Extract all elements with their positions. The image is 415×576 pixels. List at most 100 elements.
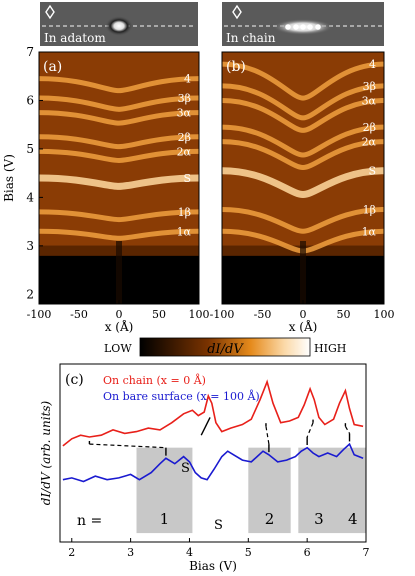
panel-a-band-3α — [38, 110, 200, 126]
panel-b-band-2α — [221, 139, 385, 170]
panel-c-box-labels: 1 2 3 4 — [160, 510, 358, 528]
connector-dash — [306, 422, 314, 438]
bare-spectrum-line — [62, 442, 364, 483]
panel-c-x-tick-label: 6 — [304, 546, 311, 559]
panel-b-x-tick-label: -50 — [254, 308, 272, 321]
panel-c-letter: (c) — [65, 372, 84, 388]
panel-b-x-tick-label: 100 — [374, 308, 395, 321]
panel-b-x-label: x (Å) — [289, 319, 318, 334]
chain-atom-2 — [293, 24, 299, 30]
level-box-label: 4 — [348, 510, 358, 528]
panel-c-x-tick-label: 7 — [363, 546, 370, 559]
chain-atom-5 — [315, 24, 321, 30]
level-box-1 — [136, 447, 193, 534]
panel-c-frame — [59, 363, 367, 543]
panel-a-band-3β — [38, 95, 200, 112]
panel-b-band-1β — [221, 207, 385, 234]
panel-a-y-tick-label: 2 — [26, 287, 34, 301]
panel-a-x-label: x (Å) — [105, 319, 134, 334]
panel-a-x-tick-label: 50 — [152, 308, 166, 321]
chain-atom-4 — [307, 24, 313, 30]
panel-a-band-4 — [38, 76, 200, 94]
inset-chain: In chain — [222, 2, 384, 46]
colorbar-high-label: HIGH — [314, 342, 346, 355]
diamond-marker-icon — [45, 4, 55, 20]
level-box-label: 3 — [314, 510, 324, 528]
panel-b-band-3α — [221, 97, 385, 133]
panel-c-x-tick-label: 4 — [186, 546, 193, 559]
panel-a-band-2β — [38, 134, 200, 150]
panel-a-peak-label: 1β — [178, 206, 191, 219]
panel-b-x-tick-label: -100 — [210, 308, 235, 321]
connector-dash — [89, 443, 166, 449]
panel-b-peak-label: 3β — [363, 80, 376, 93]
colorbar: LOW dI/dV HIGH — [104, 337, 346, 357]
chain-atoms — [285, 24, 321, 30]
n-label: n = — [77, 513, 102, 529]
panel-b-peak-label: 3α — [362, 94, 377, 107]
panel-c-x-ticks: 2 3 4 5 6 7 — [68, 538, 370, 559]
level-box-2 — [248, 447, 291, 534]
panel-b-peak-label: S — [368, 165, 376, 178]
diamond-marker-icon — [232, 4, 242, 20]
panel-c-x-tick-label: 5 — [245, 546, 252, 559]
panel-b-peak-label: 2α — [362, 136, 377, 149]
panel-b-band-S — [221, 167, 385, 199]
s-label-upper: S — [181, 461, 190, 476]
panel-c-level-boxes — [136, 447, 366, 534]
s-label-lower: S — [214, 518, 223, 533]
chain-atom-3 — [300, 24, 306, 30]
panel-b-peak-label: 1α — [362, 225, 377, 238]
chain-atom-1 — [285, 24, 291, 30]
panel-c-x-tick-label: 3 — [127, 546, 134, 559]
panel-a-peak-label: 2α — [177, 145, 192, 158]
inset-adatom-label: In adatom — [44, 31, 106, 45]
panel-b-x-tick-label: 0 — [300, 308, 307, 321]
panel-a-x-tick-label: -100 — [27, 308, 52, 321]
panel-a-y-ticks: 2 3 4 5 6 7 — [26, 45, 43, 301]
panel-c-y-label: dI/dV (arb. units) — [39, 400, 53, 505]
panel-a-peak-label: 4 — [184, 73, 191, 86]
panel-a-x-ticks: -100 -50 0 50 100 — [27, 300, 210, 321]
panel-c-y-label-text: dI/dV (arb. units) — [39, 400, 53, 505]
panel-a-peak-label: S — [183, 172, 191, 185]
legend-chain: On chain (x = 0 Å) — [103, 373, 206, 387]
panel-b-x-ticks: -100 -50 0 50 100 — [210, 300, 395, 321]
chain-spectrum-line — [62, 379, 364, 447]
panel-a-x-tick-label: 100 — [189, 308, 210, 321]
panel-a-peak-label: 3α — [177, 107, 192, 120]
level-box-label: 1 — [160, 510, 170, 528]
panel-a-y-tick-label: 7 — [26, 45, 34, 59]
level-box-4 — [339, 447, 366, 534]
colorbar-gradient — [139, 337, 311, 357]
panel-a-heatmap — [38, 52, 200, 304]
panel-a-peak-label: 3β — [178, 92, 191, 105]
panel-b-peak-label: 4 — [369, 58, 376, 71]
panel-c-x-tick-label: 2 — [68, 546, 75, 559]
connector-dash — [344, 425, 351, 434]
panel-a-peak-label: 2β — [178, 131, 191, 144]
colorbar-mid-label: dI/dV — [207, 342, 244, 357]
panel-c-connectors — [88, 417, 351, 456]
panel-b-centre-channel — [300, 241, 306, 304]
panel-c: 1 2 3 4 (c) On chain (x = 0 Å) On bare surf… — [39, 363, 370, 573]
panel-b-heatmap — [221, 52, 385, 304]
panel-a-letter: (a) — [43, 59, 62, 75]
panel-a-x-tick-label: 0 — [116, 308, 123, 321]
inset-adatom: In adatom — [40, 2, 198, 46]
panel-a-band-1α — [38, 228, 200, 241]
panel-a-x-tick-label: -50 — [70, 308, 88, 321]
panel-a-centre-channel — [116, 241, 122, 304]
panel-a-y-tick-label: 5 — [26, 142, 34, 156]
level-box-3 — [298, 447, 340, 534]
panel-b-band-2β — [221, 124, 385, 158]
legend-bare: On bare surface (x = 100 Å) — [103, 389, 260, 403]
inset-chain-label: In chain — [226, 31, 276, 45]
s-marker — [200, 417, 211, 436]
panel-a-y-label: Bias (V) — [2, 154, 16, 202]
panel-b-band-3β — [221, 83, 385, 121]
panel-b-x-tick-label: 50 — [337, 308, 351, 321]
